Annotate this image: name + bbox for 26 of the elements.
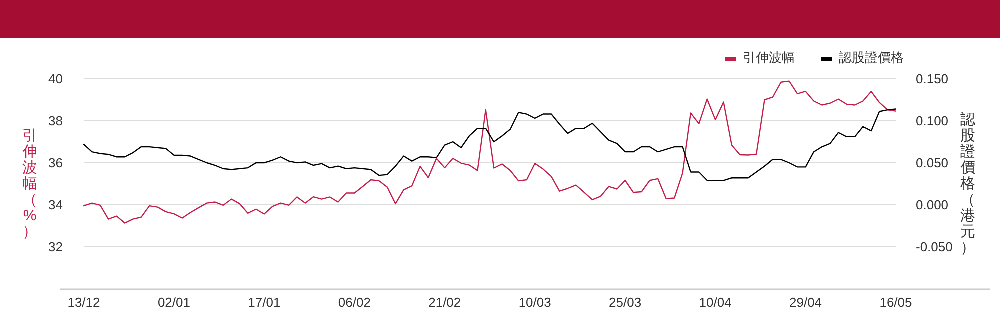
x-tick-label: 13/12: [68, 295, 100, 310]
line-series: [83, 108, 897, 182]
x-tick-label: 10/03: [518, 295, 552, 310]
legend-label: 引伸波幅: [743, 50, 795, 65]
y2-tick-label: -0.050: [916, 240, 953, 254]
y2-tick-label: 0.050: [916, 156, 949, 170]
y2-tick-label: 0.100: [916, 114, 949, 128]
x-tick-label: 21/02: [428, 295, 462, 310]
legend-label: 認股證價格: [839, 50, 904, 65]
y2-tick-label: 0.150: [916, 72, 949, 86]
y2-tick-label: 0.000: [916, 198, 949, 212]
y-axis-title: 引伸波幅（%）: [22, 128, 38, 240]
y2-axis-title: 認股證價格（港元）: [960, 112, 976, 256]
x-tick-label: 06/02: [338, 295, 371, 310]
x-tick-label: 02/01: [158, 295, 190, 310]
x-tick-label: 17/01: [248, 295, 281, 310]
y-tick-label: 34: [48, 198, 63, 212]
line-series: [83, 80, 897, 224]
x-tick-label: 16/05: [880, 295, 912, 310]
y-tick-label: 40: [48, 72, 63, 86]
y-tick-label: 38: [48, 114, 63, 128]
y-tick-label: 36: [48, 156, 63, 170]
x-tick-label: 29/04: [790, 295, 822, 310]
x-tick-label: 10/04: [699, 295, 732, 310]
y-tick-label: 32: [48, 240, 63, 254]
x-tick-label: 25/03: [609, 295, 642, 310]
